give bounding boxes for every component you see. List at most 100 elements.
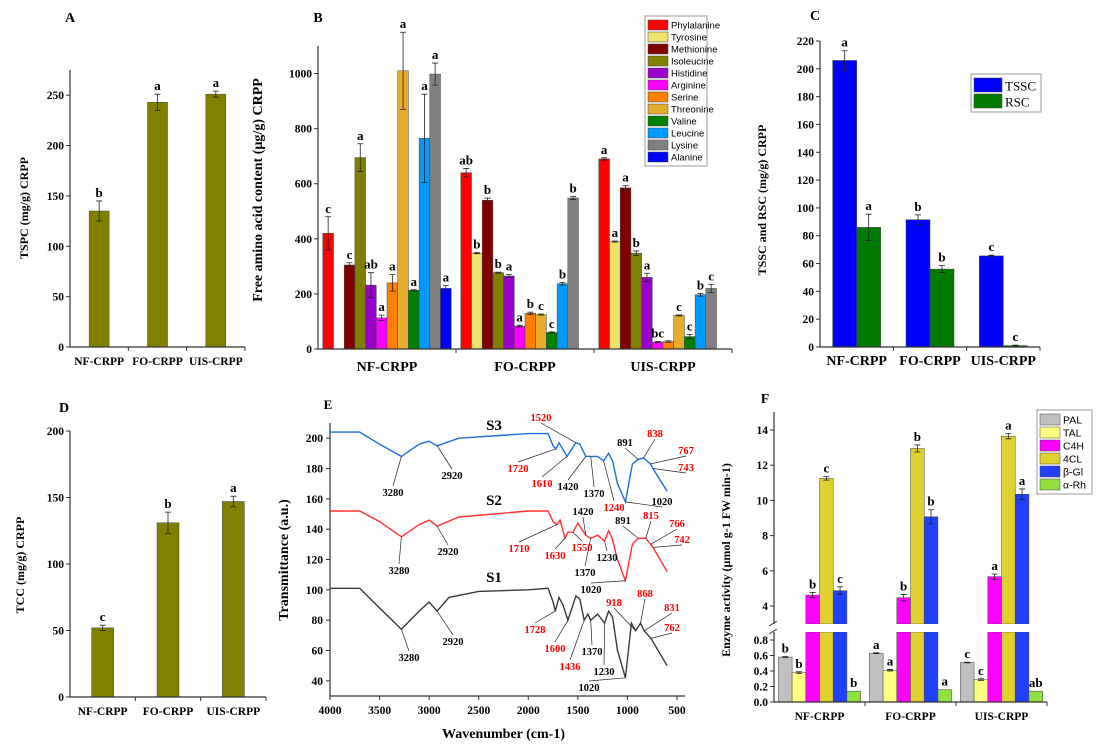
y-tick-label: 8 bbox=[762, 531, 768, 543]
y-axis-title: TSPC (mg/g) CRPP bbox=[17, 157, 31, 259]
peak-label: 766 bbox=[669, 519, 685, 530]
bar bbox=[805, 594, 820, 625]
error-bar bbox=[516, 324, 523, 328]
legend-swatch bbox=[973, 77, 1003, 93]
y-tick-label: 0.6 bbox=[754, 651, 769, 663]
peak-arrow bbox=[582, 516, 587, 536]
bar bbox=[979, 255, 1004, 348]
y-tick-label: 1000 bbox=[289, 69, 312, 81]
significance-letter: a bbox=[622, 170, 629, 185]
peak-arrow bbox=[588, 677, 626, 682]
peak-arrow bbox=[554, 619, 569, 643]
y-tick-label: 4 bbox=[762, 601, 768, 613]
peak-label: 743 bbox=[678, 463, 694, 474]
legend-label: TAL bbox=[1063, 428, 1082, 440]
error-bar bbox=[708, 283, 715, 293]
bar bbox=[929, 268, 955, 348]
error-bar bbox=[809, 592, 816, 599]
error-bar bbox=[99, 624, 106, 631]
peak-arrow bbox=[650, 632, 673, 639]
bar bbox=[205, 93, 227, 348]
bar-lower bbox=[805, 631, 820, 703]
error-bar bbox=[165, 511, 171, 534]
significance-letter: b bbox=[914, 429, 921, 444]
peak-label: 1020 bbox=[652, 497, 673, 508]
peak-label: 2920 bbox=[442, 471, 463, 482]
legend-swatch bbox=[647, 151, 669, 163]
y-tick-label: 250 bbox=[47, 90, 65, 102]
peak-arrow bbox=[643, 438, 656, 459]
peak-arrow bbox=[584, 538, 592, 567]
significance-letter: a bbox=[154, 78, 161, 93]
legend-swatch bbox=[647, 103, 669, 115]
y-axis-title: TSSC and RSC (mg/g) CRPP bbox=[755, 125, 769, 276]
y-tick-label: 10 bbox=[757, 495, 769, 507]
peak-arrow bbox=[650, 455, 687, 465]
bar bbox=[598, 158, 610, 350]
legend-swatch bbox=[647, 91, 669, 103]
significance-letter: c bbox=[708, 268, 714, 283]
significance-letter: c bbox=[988, 239, 994, 254]
significance-letter: a bbox=[421, 78, 428, 93]
peak-label: 918 bbox=[606, 598, 622, 609]
significance-letter: c bbox=[687, 318, 693, 333]
significance-letter: a bbox=[841, 35, 848, 50]
significance-letter: a bbox=[873, 637, 880, 652]
legend-label: β-Gl bbox=[1063, 467, 1083, 479]
error-bar bbox=[782, 656, 789, 658]
x-tick-label: UIS-CRPP bbox=[630, 360, 696, 375]
error-bar bbox=[665, 340, 672, 343]
error-bar bbox=[432, 62, 439, 86]
significance-letter: b bbox=[495, 256, 502, 271]
bar bbox=[376, 317, 388, 350]
bar-lower bbox=[832, 631, 848, 703]
bar bbox=[832, 60, 857, 348]
peak-arrow bbox=[624, 447, 639, 460]
significance-letter: c bbox=[676, 299, 682, 314]
peak-arrow bbox=[604, 541, 608, 552]
y-tick-label: 150 bbox=[47, 191, 65, 203]
y-tick-label: 0 bbox=[306, 344, 312, 356]
error-bar bbox=[484, 197, 491, 203]
error-bar bbox=[654, 341, 661, 344]
panel-label: C bbox=[810, 9, 820, 24]
error-bar bbox=[823, 476, 830, 481]
significance-letter: c bbox=[325, 201, 331, 216]
y-tick-label: 20 bbox=[803, 314, 815, 326]
legend-label: Serine bbox=[671, 93, 698, 104]
error-bar bbox=[964, 661, 971, 664]
bar-lower bbox=[1014, 631, 1030, 703]
peak-arrow bbox=[541, 456, 568, 478]
y-tick-label: 200 bbox=[47, 141, 65, 153]
legend-label: Phylalanine bbox=[671, 21, 720, 32]
peak-arrow bbox=[590, 580, 626, 584]
error-bar bbox=[570, 196, 577, 200]
bar bbox=[705, 288, 717, 350]
error-bar bbox=[442, 285, 449, 292]
peak-arrow bbox=[436, 610, 454, 636]
y-tick-label: 800 bbox=[295, 124, 313, 136]
legend-label: Methionine bbox=[671, 45, 717, 56]
significance-letter: b bbox=[527, 296, 534, 311]
bar bbox=[973, 679, 989, 703]
legend-swatch bbox=[647, 31, 669, 43]
error-bar bbox=[928, 509, 935, 525]
bar bbox=[503, 275, 515, 350]
error-bar bbox=[643, 272, 650, 282]
error-bar bbox=[1005, 433, 1012, 440]
bar bbox=[343, 264, 356, 350]
y-tick-label: 0.0 bbox=[754, 697, 769, 709]
error-bar bbox=[325, 216, 332, 251]
bar bbox=[869, 652, 884, 703]
significance-letter: ab bbox=[459, 153, 473, 168]
error-bar bbox=[548, 331, 555, 334]
peak-arrow bbox=[540, 422, 577, 444]
significance-letter: a bbox=[213, 75, 220, 90]
significance-letter: b bbox=[697, 277, 704, 292]
spectrum-line-s3 bbox=[330, 431, 668, 505]
peak-label: 1436 bbox=[560, 662, 581, 673]
peak-arrow bbox=[534, 610, 556, 624]
legend-swatch bbox=[647, 55, 669, 67]
bar bbox=[987, 576, 1002, 625]
bar bbox=[354, 157, 366, 350]
